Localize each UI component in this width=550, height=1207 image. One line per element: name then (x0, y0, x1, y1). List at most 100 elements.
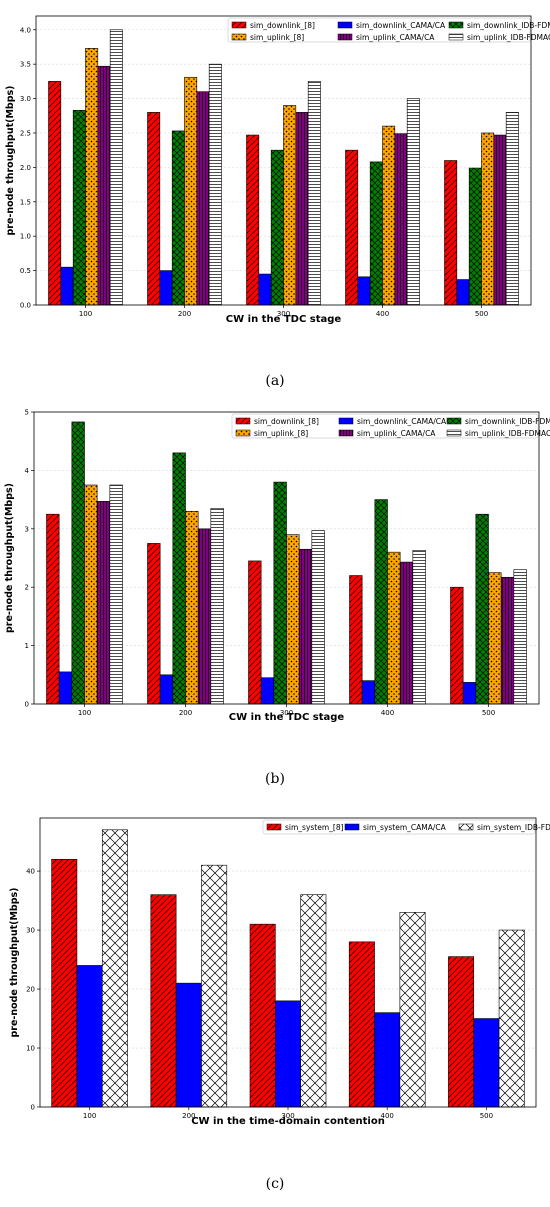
legend-label: sim_uplink_CAMA/CA (357, 429, 436, 438)
x-tick-label: 300 (281, 1112, 294, 1120)
bar-sim-uplink-idb-fdmac-200 (208, 63, 222, 306)
x-tick-label: 300 (280, 709, 293, 717)
legend-label: sim_uplink_[8] (254, 429, 308, 438)
bar-sim-downlink-idb-fdmac-400 (374, 499, 388, 705)
legend-frame (231, 413, 539, 439)
bar-sim-system-cama-ca-500 (473, 1018, 500, 1108)
y-tick-label: 40 (26, 868, 35, 876)
bar-sim-downlink-idb-fdmac-300 (273, 481, 287, 705)
bar-sim-downlink-idb-fdmac-500 (468, 167, 482, 306)
bar-sim-uplink-idb-fdmac-200 (210, 508, 224, 705)
x-tick-label: 400 (381, 709, 394, 717)
bar-sim-downlink-8-200 (147, 543, 161, 705)
bar-sim-system-8-400 (348, 941, 375, 1108)
legend-label: sim_uplink_[8] (250, 33, 304, 42)
legend: sim_system_[8] sim_system_CAMA/CA sim_syst… (262, 819, 550, 835)
bar-sim-system-idb-fdmac-400 (399, 912, 426, 1108)
y-tick-label: 1 (25, 642, 29, 650)
x-axis-label: CW in the time-domain contention (191, 1116, 385, 1127)
y-tick-label: 1.0 (20, 233, 31, 241)
x-tick-label: 300 (277, 310, 290, 318)
y-tick-label: 3.0 (20, 95, 31, 103)
bar-sim-downlink-8-500 (450, 586, 464, 705)
bar-sim-uplink-8-200 (185, 510, 199, 705)
bar-sim-downlink-cama-ca-300 (258, 273, 272, 306)
x-tick-label: 500 (475, 310, 488, 318)
bar-sim-uplink-8-100 (85, 48, 99, 306)
bar-sim-downlink-idb-fdmac-500 (475, 513, 489, 705)
bar-sim-downlink-8-400 (345, 149, 359, 306)
bar-sim-uplink-cama-ca-100 (96, 501, 111, 705)
bar-sim-downlink-cama-ca-500 (462, 682, 477, 705)
x-tick-label: 100 (78, 709, 91, 717)
bar-sim-system-idb-fdmac-200 (201, 864, 228, 1108)
bar-sim-system-cama-ca-200 (175, 982, 202, 1108)
chart-b: 0 1 2 3 4 5 100 200 300 400 500 CW in the TDC stage… (4, 409, 550, 724)
legend-label: sim_uplink_IDB-FDMAC (465, 429, 550, 438)
bar-sim-system-8-500 (448, 956, 475, 1108)
y-tick-label: 0 (25, 701, 29, 709)
bar-sim-downlink-8-100 (48, 81, 62, 306)
bar-sim-downlink-idb-fdmac-200 (172, 452, 186, 705)
legend-swatch-sim-system-8 (266, 823, 282, 831)
legend-swatch-sim-uplink-idb-fdmac (448, 33, 464, 41)
y-tick-label: 4.0 (20, 26, 31, 34)
bar-sim-uplink-cama-ca-200 (196, 91, 210, 306)
bar-sim-uplink-8-100 (84, 484, 98, 705)
legend-swatch-sim-uplink-cama-ca (337, 33, 353, 41)
bar-sim-uplink-idb-fdmac-100 (109, 29, 123, 306)
legend: sim_downlink_[8] sim_downlink_CAMA/CA sim_… (227, 17, 550, 43)
y-tick-label: 10 (26, 1045, 35, 1053)
legend-label: sim_uplink_CAMA/CA (356, 33, 435, 42)
bar-sim-uplink-8-500 (481, 132, 495, 306)
bar-sim-downlink-cama-ca-100 (60, 266, 74, 306)
legend-label: sim_downlink_[8] (254, 417, 319, 426)
legend-frame (262, 819, 536, 835)
y-tick-label: 0.5 (20, 267, 31, 275)
bar-sim-downlink-idb-fdmac-300 (270, 149, 284, 306)
y-tick-label: 2.5 (20, 129, 31, 137)
bar-sim-uplink-8-300 (286, 534, 300, 705)
bar-sim-system-8-100 (51, 858, 78, 1108)
x-tick-label: 500 (482, 709, 495, 717)
bar-sim-downlink-8-500 (444, 160, 458, 306)
x-tick-label: 100 (83, 1112, 96, 1120)
bar-sim-uplink-cama-ca-200 (197, 528, 212, 705)
bar-sim-downlink-8-200 (147, 112, 161, 306)
bar-sim-downlink-cama-ca-300 (260, 677, 275, 705)
caption-c: (c) (265, 1176, 285, 1192)
bar-sim-downlink-idb-fdmac-200 (171, 130, 185, 306)
legend-label: sim_downlink_IDB-FDMAC (465, 417, 550, 426)
y-tick-label: 30 (26, 927, 35, 935)
bar-sim-uplink-8-500 (488, 572, 502, 705)
bar-sim-downlink-cama-ca-500 (456, 279, 470, 306)
caption-a: (a) (265, 373, 285, 389)
bar-sim-downlink-cama-ca-200 (159, 270, 173, 306)
legend-label: sim_uplink_IDB-FDMAC (467, 33, 550, 42)
y-tick-label: 2.0 (20, 164, 31, 172)
bar-sim-uplink-cama-ca-400 (399, 561, 414, 705)
bar-sim-system-8-300 (249, 923, 276, 1108)
y-tick-label: 0 (31, 1104, 35, 1112)
legend-label: sim_system_CAMA/CA (363, 823, 447, 832)
plot-frame (33, 411, 540, 705)
caption-b: (b) (265, 771, 285, 787)
legend-swatch-sim-system-idb-fdmac (458, 823, 474, 831)
bar-sim-downlink-idb-fdmac-400 (369, 161, 383, 306)
bar-sim-uplink-idb-fdmac-100 (109, 484, 123, 705)
bar-sim-uplink-cama-ca-500 (500, 576, 515, 705)
plot-frame (35, 15, 532, 306)
bar-sim-uplink-8-200 (184, 76, 198, 306)
legend-swatch-sim-uplink-idb-fdmac (446, 429, 462, 437)
bar-sim-system-cama-ca-400 (374, 1012, 401, 1108)
legend-swatch-sim-downlink-cama-ca (337, 21, 353, 29)
bar-sim-downlink-idb-fdmac-100 (72, 109, 86, 306)
bar-sim-system-idb-fdmac-500 (498, 929, 525, 1108)
x-tick-label: 400 (376, 310, 389, 318)
legend-swatch-sim-uplink-8 (231, 33, 247, 41)
bar-sim-uplink-idb-fdmac-500 (505, 112, 519, 306)
x-tick-label: 500 (480, 1112, 493, 1120)
legend-swatch-sim-downlink-idb-fdmac (448, 21, 464, 29)
bar-sim-downlink-cama-ca-400 (361, 680, 376, 705)
x-tick-label: 200 (182, 1112, 195, 1120)
